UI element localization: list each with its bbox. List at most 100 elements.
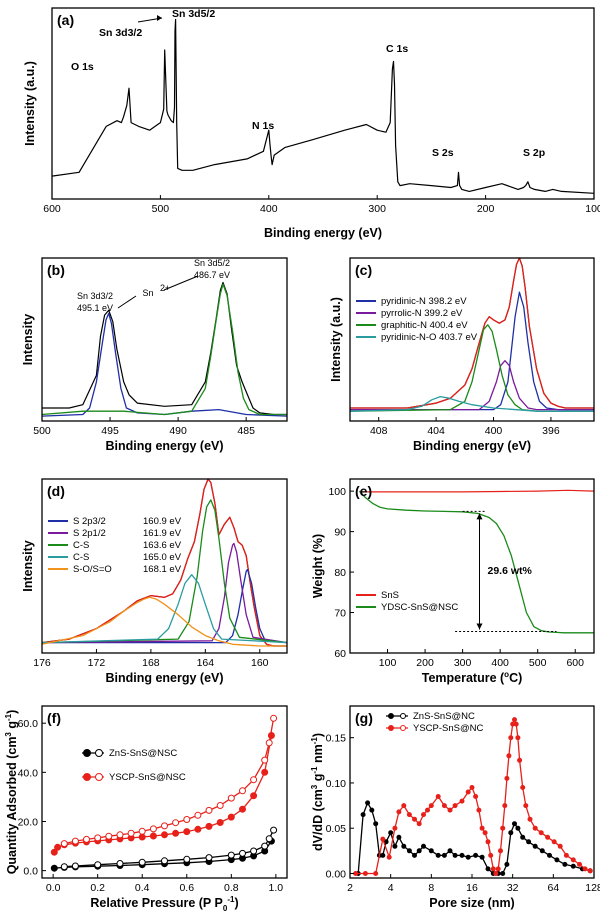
x-tick-label-g-0: 2 xyxy=(347,882,353,894)
x-tick-label-f-5: 1.0 xyxy=(269,882,284,894)
x-tick-label-g-4: 32 xyxy=(507,882,519,894)
x-axis-label-c: Binding energy (eV) xyxy=(413,439,531,453)
x-tick-label-e-4: 500 xyxy=(529,657,547,669)
y-tick-label-f-2: 40.0 xyxy=(18,767,39,779)
data-point-g-1-10 xyxy=(416,821,422,827)
data-point-g-1-20 xyxy=(469,785,475,790)
x-tick-label-b-3: 485 xyxy=(237,425,255,437)
x-tick-label-b-2: 490 xyxy=(169,425,187,437)
data-point-f-0-20 xyxy=(261,768,269,776)
legend-label-g-0: ZnS-SnS@NC xyxy=(413,711,475,722)
degree-symbol: o xyxy=(504,670,509,679)
annotation-sn3d3-energy: 495.1 eV xyxy=(77,303,113,313)
y-axis-label-b: Intensity xyxy=(21,314,35,365)
series-b-2-line xyxy=(41,283,287,416)
y-axis-label-e: Weight (%) xyxy=(311,534,325,598)
panel-e-tga-curve: 100 200 300 400 500 600 60 70 80 90 100 Temperature… xyxy=(311,478,595,685)
panel-d-s2p-spectrum: 176 172 168 164 160 Binding energy (eV) Intens… xyxy=(21,478,288,685)
data-point-f-1-17 xyxy=(94,834,102,842)
y-tick-label-g-3: 0.15 xyxy=(326,733,347,745)
data-point-g-0-16 xyxy=(428,848,434,854)
data-point-g-1-34 xyxy=(506,753,512,759)
data-point-g-0-9 xyxy=(392,843,398,849)
panel-label-a: (a) xyxy=(57,12,74,28)
superscript-minus-one: -1 xyxy=(227,895,235,904)
data-point-g-0-10 xyxy=(396,834,402,840)
data-point-g-0-2 xyxy=(365,800,371,806)
data-point-f-0-17 xyxy=(227,813,235,821)
celsius-unit: C) xyxy=(509,671,522,685)
data-point-g-1-3 xyxy=(380,836,386,842)
legend-label-g-1: YSCP-SnS@NC xyxy=(413,723,483,734)
data-point-g-1-17 xyxy=(452,803,458,809)
peak-label-a-5: S 2s xyxy=(432,147,454,159)
data-point-f-1-5 xyxy=(227,794,235,802)
data-point-f-3-12 xyxy=(71,862,79,870)
legend-label-d-0: S 2p3/2 xyxy=(73,516,106,527)
data-point-g-0-17 xyxy=(435,852,441,858)
series-c-1-line xyxy=(350,257,594,409)
x-tick-label-f-4: 0.8 xyxy=(224,882,239,894)
x-tick-label-b-1: 495 xyxy=(101,425,119,437)
series-e-1-line xyxy=(358,490,594,634)
panel-a-survey-spectrum: 600 500 400 300 200 100 Binding energy (eV) Int… xyxy=(23,7,600,240)
data-point-f-1-18 xyxy=(83,835,90,843)
series-c-2-line xyxy=(350,291,594,411)
data-point-f-1-15 xyxy=(116,831,124,839)
legend-label-d-2: C-S xyxy=(73,540,89,551)
series-d-2-line xyxy=(42,568,288,644)
x-tick-label-c-1: 404 xyxy=(427,425,445,437)
data-point-g-1-42 xyxy=(523,803,529,809)
y-tick-label-e-2: 80 xyxy=(334,567,346,579)
legend-value-d-0: 160.9 eV xyxy=(143,516,182,527)
data-point-g-1-5 xyxy=(392,825,398,831)
annotation-sn3d5-energy: 486.7 eV xyxy=(194,270,230,280)
x-axis-label-a: Binding energy (eV) xyxy=(264,226,382,240)
y-axis-label-a: Intensity (a.u.) xyxy=(23,61,37,146)
data-point-g-1-27 xyxy=(490,866,496,872)
x-tick-label-f-1: 0.2 xyxy=(90,882,105,894)
series-d-6-line xyxy=(41,596,287,647)
x-tick-label-e-2: 300 xyxy=(454,657,472,669)
data-point-g-1-22 xyxy=(476,807,482,813)
x-tick-label-e-1: 200 xyxy=(416,657,434,669)
data-point-g-1-23 xyxy=(479,825,485,831)
data-point-g-0-37 xyxy=(547,852,552,858)
data-point-g-1-33 xyxy=(504,775,510,781)
x-tick-label-f-3: 0.6 xyxy=(179,882,194,894)
legend-marker-open-g-1 xyxy=(400,725,406,731)
data-point-f-1-14 xyxy=(127,829,135,837)
data-point-g-1-2 xyxy=(373,871,379,876)
data-point-f-3-4 xyxy=(239,849,246,857)
legend-label-c-1: pyrrolic-N 399.2 eV xyxy=(381,308,463,319)
series-f-0-line xyxy=(53,735,273,853)
data-point-f-1-16 xyxy=(105,832,113,840)
data-point-g-0-24 xyxy=(479,854,485,860)
data-point-g-1-4 xyxy=(386,854,392,860)
data-point-f-1-6 xyxy=(216,802,224,809)
data-point-f-0-16 xyxy=(216,819,224,826)
data-point-f-1-10 xyxy=(172,819,180,827)
data-point-f-1-0 xyxy=(270,714,278,722)
panel-label-b: (b) xyxy=(47,262,65,278)
plot-frame-a xyxy=(51,7,595,200)
data-point-g-0-6 xyxy=(380,852,386,858)
annotation-sn3d3-label: Sn 3d3/2 xyxy=(77,291,113,301)
x-axis-label-g: Pore size (nm) xyxy=(429,896,514,910)
data-point-f-1-11 xyxy=(161,822,168,830)
data-point-g-1-52 xyxy=(582,866,588,872)
series-g-1-line xyxy=(355,718,591,875)
data-point-f-3-3 xyxy=(250,847,258,855)
data-point-g-0-40 xyxy=(570,863,576,869)
legend-marker-open-f-0 xyxy=(95,749,103,757)
series-d-3-line xyxy=(41,542,288,644)
data-point-g-0-14 xyxy=(416,848,422,854)
data-point-f-0-1 xyxy=(54,843,62,851)
data-point-f-1-19 xyxy=(71,837,79,845)
legend-value-d-1: 161.9 eV xyxy=(143,528,182,539)
data-point-f-3-8 xyxy=(161,857,168,865)
arrow-to-3d5 xyxy=(163,275,199,291)
series-c-5-line xyxy=(349,395,594,412)
legend-label-f-1: YSCP-SnS@NSC xyxy=(109,772,186,783)
legend-marker-filled-f-0 xyxy=(83,749,91,757)
